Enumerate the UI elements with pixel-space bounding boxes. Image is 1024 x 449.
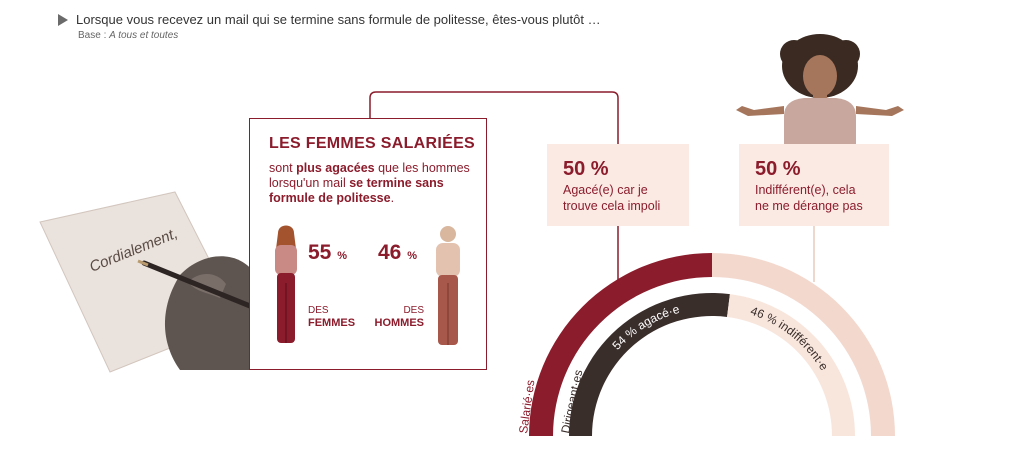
base-value: A tous et toutes: [109, 30, 179, 41]
indifferent-pct: 50 %: [755, 158, 801, 180]
base-line: Base : A tous et toutes: [78, 30, 178, 41]
card-text-1: sont: [269, 161, 297, 175]
women-label-top: DES: [308, 305, 329, 316]
base-prefix: Base :: [78, 30, 110, 41]
annoyed-pct: 50 %: [563, 158, 609, 180]
indifferent-text-1: Indifférent(e), cela: [755, 183, 856, 197]
card-text-3: que les hommes lorsqu'un mail: [269, 161, 470, 190]
indifferent-box: 50 % Indifférent(e), cela ne me dérange p…: [739, 144, 889, 226]
card-text-5: .: [390, 191, 395, 205]
annoyed-text: Agacé(e) car je trouve cela impoli: [563, 182, 660, 214]
question-text: Lorsque vous recevez un mail qui se term…: [76, 12, 601, 27]
men-label: DES HOMMES: [368, 305, 425, 330]
letter-illustration: Cordialement,: [39, 191, 253, 373]
annoyed-text-1: Agacé(e) car je: [563, 183, 648, 197]
men-unit: %: [407, 250, 417, 262]
shrugging-person-illustration: [736, 34, 904, 146]
women-card: LES FEMMES SALARIÉES sont plus agacées q…: [249, 118, 487, 370]
indifferent-text-2: ne me dérange pas: [755, 199, 863, 213]
women-unit: %: [337, 250, 347, 262]
play-icon: [58, 13, 68, 26]
man-figure-icon: [436, 226, 460, 345]
question-row: Lorsque vous recevez un mail qui se term…: [58, 12, 601, 27]
card-title: LES FEMMES SALARIÉES: [269, 135, 476, 152]
card-text-2: plus agacées: [296, 161, 375, 175]
annoyed-box: 50 % Agacé(e) car je trouve cela impoli: [547, 144, 689, 226]
women-pct: 55 %: [308, 241, 347, 265]
hand-with-pen: [137, 256, 253, 370]
men-value: 46: [378, 241, 402, 264]
women-value: 55: [308, 241, 332, 264]
women-label: DES FEMMES: [308, 305, 355, 330]
inner-arc-indifferent: [727, 294, 855, 436]
men-pct: 46 %: [378, 241, 417, 265]
card-text: sont plus agacées que les hommes lorsqu'…: [269, 161, 479, 206]
men-label-bottom: HOMMES: [374, 317, 425, 329]
outer-arc-indifferent: [712, 253, 895, 436]
annoyed-text-2: trouve cela impoli: [563, 199, 661, 213]
outer-arc-agace: [529, 253, 712, 436]
woman-figure-icon: [275, 225, 297, 343]
men-label-top: DES: [403, 305, 424, 316]
card-text-4: se termine sans formule de politesse: [269, 176, 444, 205]
women-label-bottom: FEMMES: [308, 317, 356, 329]
indifferent-text: Indifférent(e), cela ne me dérange pas: [755, 182, 863, 214]
inner-arc-agace: [569, 292, 730, 436]
